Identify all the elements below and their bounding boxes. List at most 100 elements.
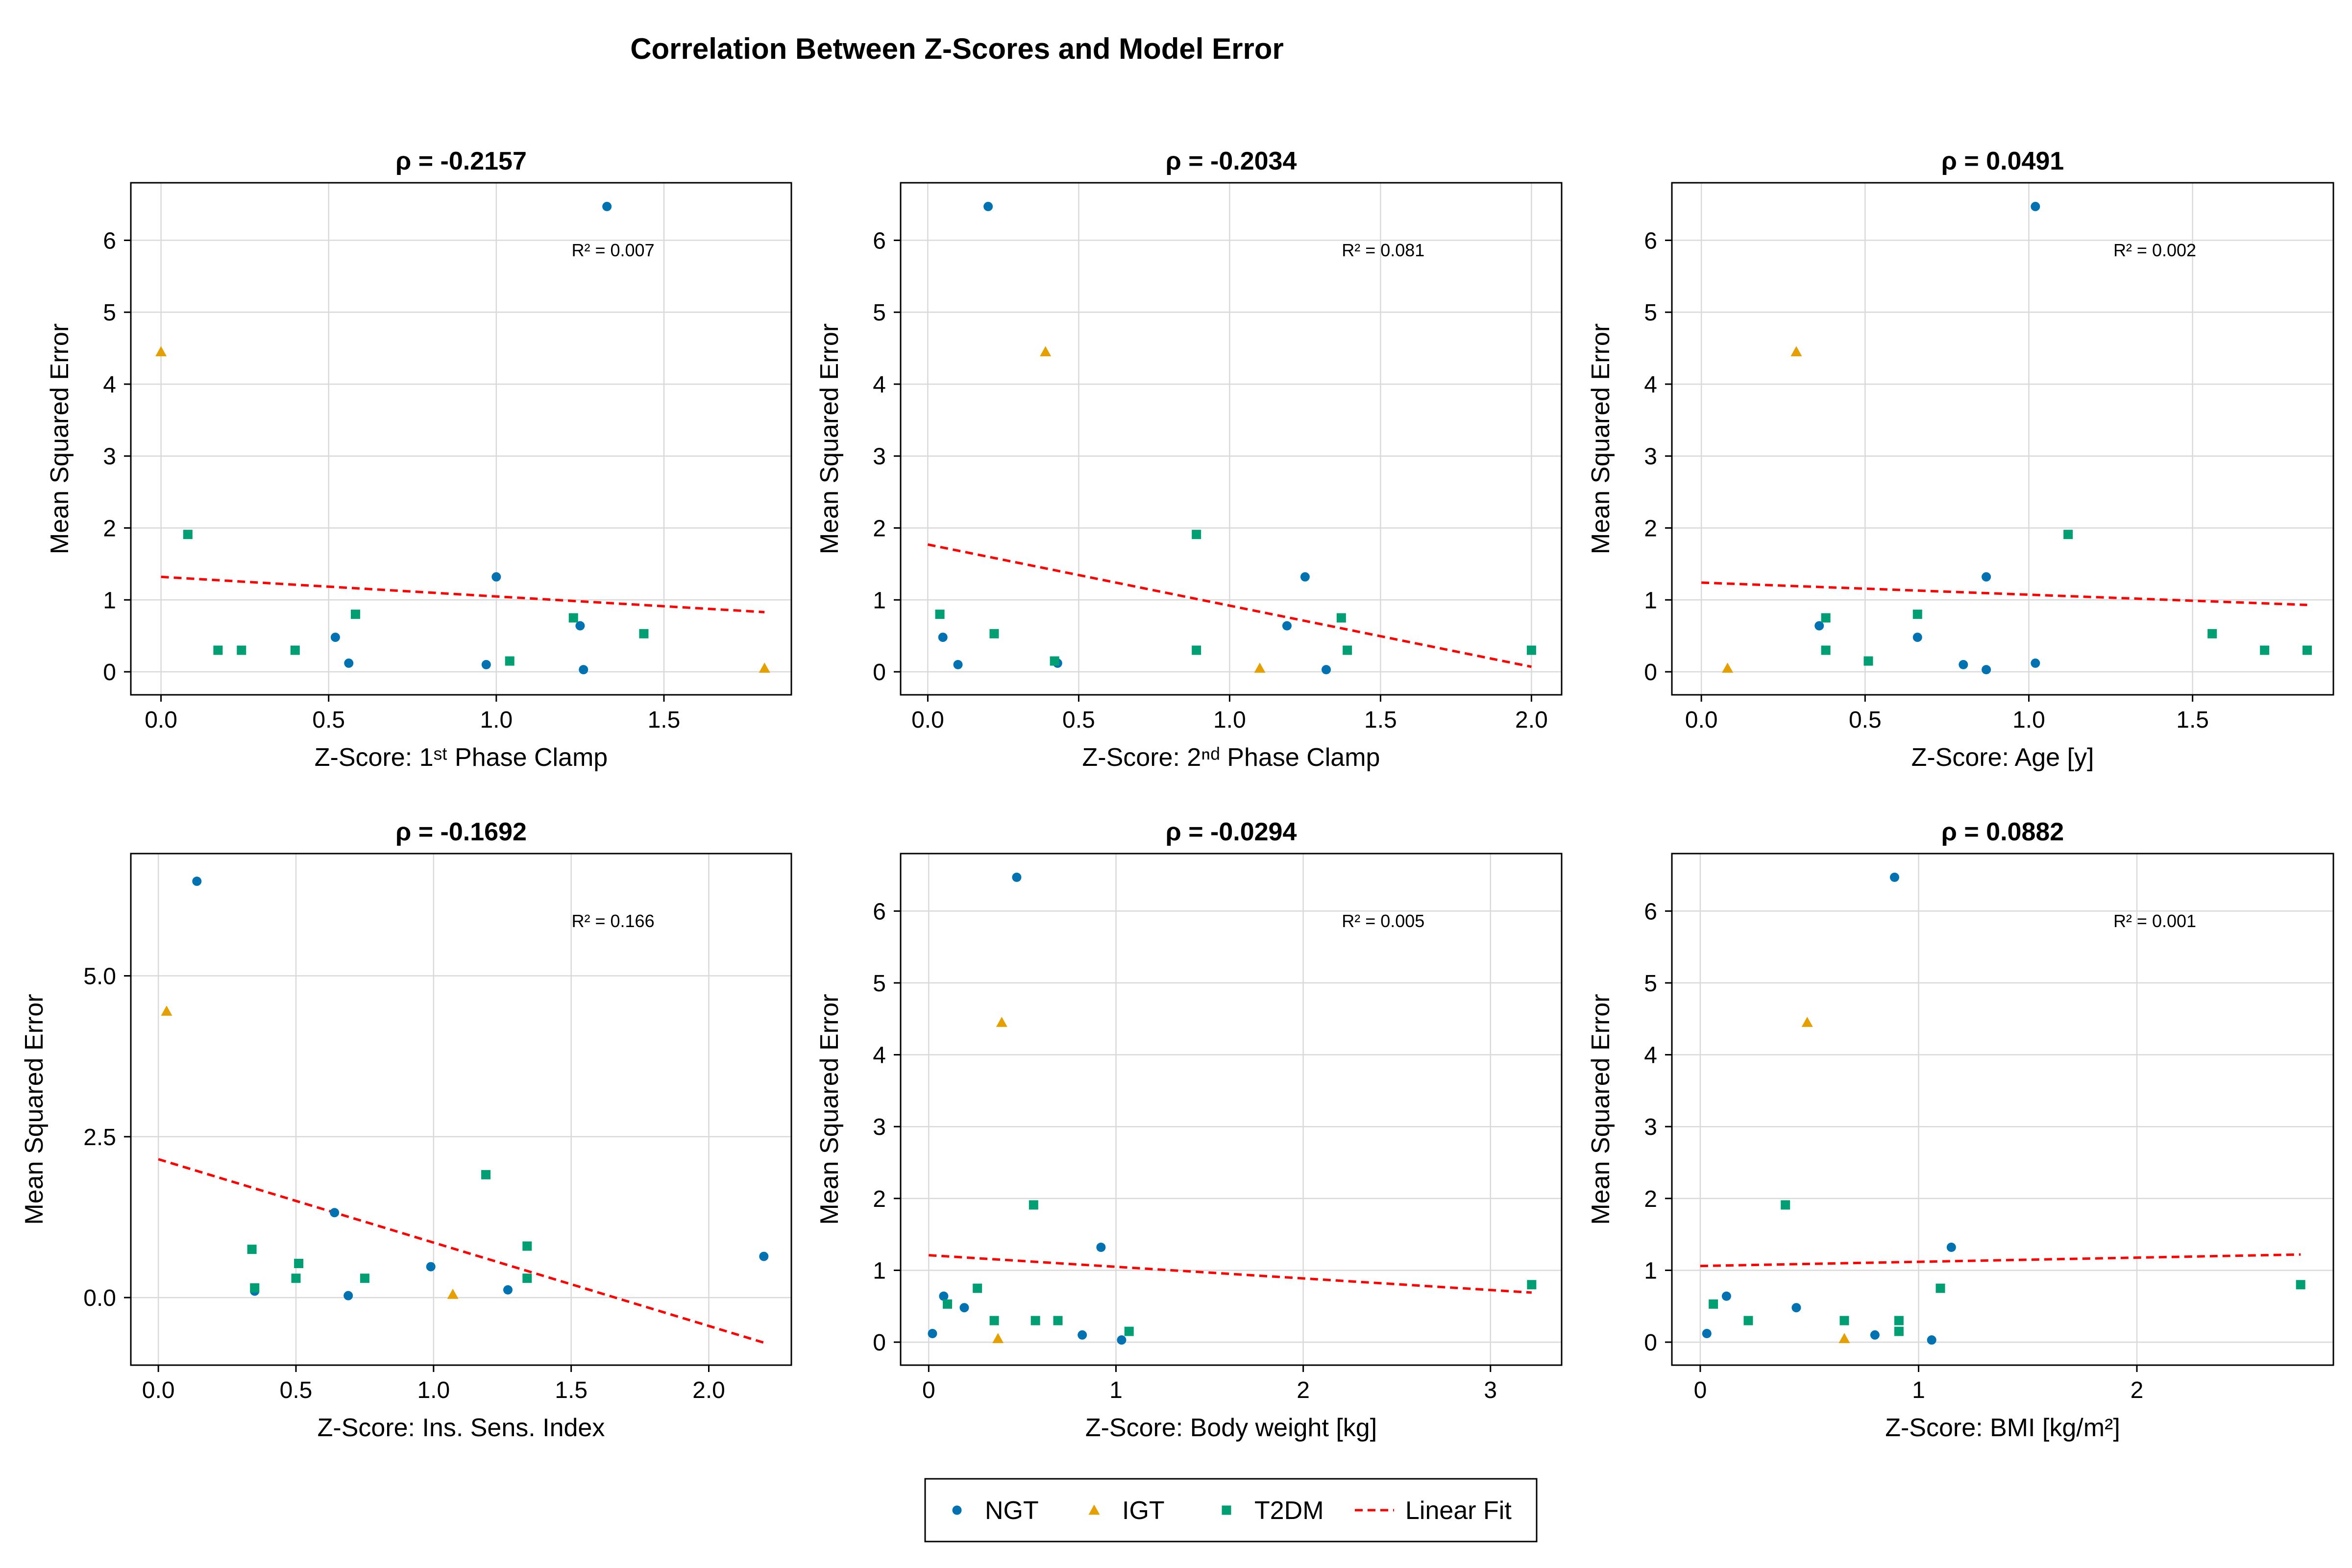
- igt-point: [1722, 662, 1734, 673]
- y-tick-label: 0: [873, 660, 886, 686]
- t2dm-point: [1894, 1326, 1904, 1336]
- r-squared-annotation: R² = 0.005: [1342, 911, 1424, 931]
- ngt-point: [1870, 1330, 1880, 1340]
- y-tick-label: 5.0: [83, 964, 116, 990]
- t2dm-point: [1192, 645, 1201, 655]
- plot-frame: [1671, 853, 2334, 1366]
- y-tick-label: 4: [103, 372, 116, 398]
- ngt-point: [1096, 1243, 1106, 1252]
- y-tick-label: 3: [873, 444, 886, 470]
- t2dm-point: [568, 613, 578, 623]
- y-axis-label: Mean Squared Error: [815, 994, 844, 1225]
- panels: 0.0 0.5 1.0 1.5 0 1 2 3 4 5 6 ρ = -0.2157 R² = 0.007…: [20, 147, 2334, 1442]
- t2dm-point: [522, 1241, 532, 1251]
- igt-point: [1254, 662, 1266, 673]
- panel-title: ρ = 0.0882: [1941, 818, 2064, 846]
- ngt-point: [330, 1208, 340, 1218]
- legend-label: NGT: [985, 1496, 1039, 1525]
- t2dm-point: [2303, 645, 2312, 655]
- x-tick-label: 2: [1297, 1377, 1310, 1403]
- t2dm-point: [1124, 1326, 1134, 1336]
- igt-point: [155, 346, 167, 357]
- y-axis-label: Mean Squared Error: [815, 323, 844, 554]
- panel-title: ρ = 0.0491: [1941, 147, 2064, 175]
- linear-fit-line: [158, 1158, 764, 1344]
- t2dm-point: [1912, 610, 1922, 619]
- igt-point: [1801, 1017, 1813, 1027]
- ngt-point: [2031, 201, 2040, 211]
- igt-point: [996, 1017, 1007, 1027]
- x-tick-label: 0.0: [911, 707, 944, 733]
- linear-fit-line: [1701, 581, 2307, 607]
- ngt-point: [1300, 572, 1310, 582]
- y-tick-label: 4: [1644, 1043, 1657, 1069]
- t2dm-point: [2260, 645, 2270, 655]
- ngt-point: [343, 1291, 353, 1300]
- plot-frame: [900, 853, 1563, 1366]
- panel-1: 0.0 0.5 1.0 1.5 0 1 2 3 4 5 6 ρ = -0.2157 R² = 0.007…: [46, 147, 792, 772]
- igt-point: [1790, 346, 1802, 357]
- t2dm-point: [1050, 656, 1059, 666]
- ngt-point: [939, 1291, 949, 1301]
- plot-frame: [130, 853, 792, 1366]
- y-tick-label: 2: [1644, 1186, 1657, 1212]
- y-tick-label: 1: [873, 1258, 886, 1284]
- ngt-point: [1912, 633, 1922, 642]
- ngt-point: [579, 665, 588, 675]
- y-tick-label: 6: [1644, 228, 1657, 254]
- y-tick-label: 0: [1644, 1330, 1657, 1356]
- t2dm-point: [2207, 629, 2217, 638]
- t2dm-point: [350, 610, 360, 619]
- y-tick-label: 1: [103, 588, 116, 613]
- t2dm-point: [1029, 1200, 1038, 1210]
- t2dm-point: [2063, 530, 2073, 539]
- legend-igt-marker: [1088, 1504, 1100, 1515]
- t2dm-point: [935, 610, 945, 619]
- t2dm-point: [290, 645, 300, 655]
- x-tick-label: 0.5: [1849, 707, 1882, 733]
- y-tick-label: 4: [1644, 372, 1657, 398]
- plot-frame: [900, 182, 1563, 696]
- x-tick-label: 0.0: [145, 707, 177, 733]
- t2dm-point: [291, 1274, 301, 1283]
- y-tick-label: 5: [103, 300, 116, 326]
- ngt-point: [1721, 1291, 1731, 1301]
- y-axis-label: Mean Squared Error: [20, 994, 49, 1225]
- ngt-point: [1946, 1243, 1956, 1252]
- y-tick-label: 6: [873, 228, 886, 254]
- x-axis-label: Z-Score: Ins. Sens. Index: [318, 1414, 605, 1442]
- plot-frame: [130, 182, 792, 696]
- x-tick-label: 1.5: [648, 707, 681, 733]
- t2dm-point: [237, 645, 246, 655]
- t2dm-point: [481, 1170, 491, 1179]
- r-squared-annotation: R² = 0.002: [2113, 240, 2196, 260]
- x-tick-label: 2.0: [1515, 707, 1548, 733]
- x-tick-label: 1: [1109, 1377, 1123, 1403]
- y-tick-label: 5: [873, 971, 886, 997]
- y-tick-label: 5: [1644, 300, 1657, 326]
- x-tick-label: 1.0: [1213, 707, 1246, 733]
- y-tick-label: 1: [873, 588, 886, 613]
- ngt-point: [1814, 621, 1824, 631]
- legend: NGT IGT T2DM Linear Fit: [924, 1478, 1538, 1543]
- ngt-point: [2031, 658, 2040, 668]
- linear-fit-line: [161, 575, 765, 613]
- ngt-point: [503, 1285, 513, 1295]
- x-tick-label: 0.5: [312, 707, 345, 733]
- ngt-point: [344, 658, 354, 668]
- ngt-point: [983, 201, 993, 211]
- x-tick-label: 1.0: [480, 707, 513, 733]
- ngt-point: [602, 201, 612, 211]
- x-tick-label: 1.5: [1364, 707, 1397, 733]
- t2dm-point: [973, 1283, 982, 1293]
- x-tick-label: 1.0: [417, 1377, 450, 1403]
- panel-3: 0.0 0.5 1.0 1.5 0 1 2 3 4 5 6 ρ = 0.0491 R² = 0.002 Z…: [1587, 147, 2334, 772]
- t2dm-point: [247, 1245, 257, 1254]
- y-tick-label: 4: [873, 1043, 886, 1069]
- y-tick-label: 0: [873, 1330, 886, 1356]
- x-axis-label: Z-Score: BMI [kg/m²]: [1885, 1414, 2120, 1442]
- y-axis-label: Mean Squared Error: [1587, 323, 1615, 554]
- y-tick-label: 2: [103, 515, 116, 541]
- y-tick-label: 0: [103, 660, 116, 686]
